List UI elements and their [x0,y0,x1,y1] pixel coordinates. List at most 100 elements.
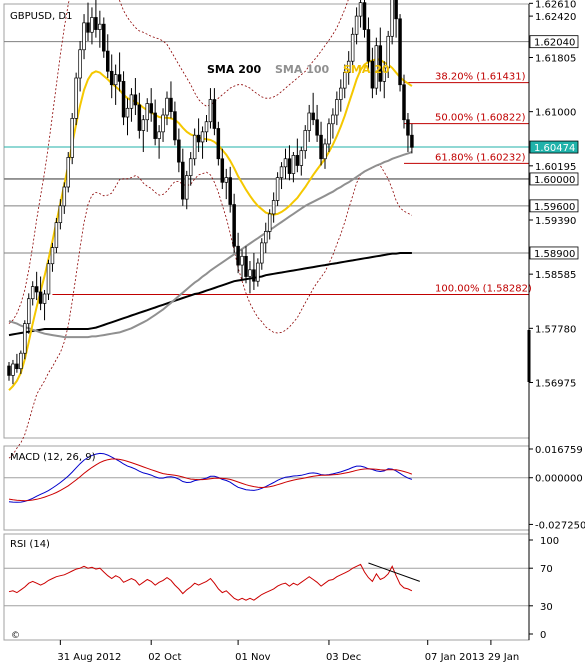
rsi-pane [3,533,530,641]
candle-body-1 [11,363,15,376]
macd-line [8,452,413,503]
candle-body-72 [291,155,296,174]
x-tick-1: 02 Oct [148,652,181,663]
sma200-line [8,252,412,337]
candle-body-69 [279,166,284,178]
x-tick-5: 29 Jan [488,652,519,663]
candle-body-57 [232,204,236,247]
fib-label-2: 50.00% (1.60822) [435,113,526,124]
candle-body-37 [153,112,157,139]
candle-body-12 [54,222,59,248]
candle-body-15 [66,157,70,188]
candle-body-76 [307,112,311,131]
macd-y-tick-2: -0.027250 [535,520,585,531]
candle-body-88 [354,15,359,35]
candle-body-68 [275,177,280,201]
candle-body-63 [256,262,260,282]
rsi-y-tick-1: 70 [540,564,553,575]
candle-body-11 [50,247,55,265]
candle-body-47 [192,134,197,160]
main-y-tick-7: 1.58585 [535,270,576,281]
main-y-tick-6: 1.59390 [535,216,576,227]
rsi-y-tick-2: 30 [540,602,553,613]
candle-body-83 [335,99,339,116]
candle-body-86 [346,60,351,73]
candle-body-54 [220,158,225,183]
macd-pane [3,445,530,531]
x-tick-0: 31 Aug 2012 [57,652,121,663]
fib-label-1: 38.20% (1.61431) [435,72,526,83]
candle-body-66 [267,213,272,232]
candle-body-9 [42,293,47,304]
candle-body-38 [157,131,161,139]
candle-body-93 [374,45,379,89]
candle-body-56 [228,177,232,205]
candle-body-33 [137,104,142,131]
x-tick-3: 03 Dec [326,652,361,663]
candle-body-101 [406,119,410,136]
candle-body-25 [105,50,110,72]
candle-body-17 [74,77,78,119]
candle-body-6 [30,286,35,300]
candle-body-34 [141,119,146,131]
macd-label: MACD (12, 26, 9) [10,452,96,463]
fib-label-3: 61.80% (1.60232) [435,152,526,163]
candle-body-53 [216,128,221,160]
candle-body-51 [208,99,213,123]
candle-body-61 [248,269,252,277]
candle-body-52 [212,99,217,129]
candle-body-29 [121,81,126,118]
x-tick-2: 01 Nov [235,652,271,663]
legend-sma20: SMA 20 [343,63,390,76]
candle-body-65 [264,231,268,244]
candle-body-18 [78,49,82,79]
candle-body-79 [319,134,323,160]
candle-body-36 [149,103,153,114]
candle-body-44 [181,161,185,200]
candle-body-89 [358,2,363,17]
fib-label-4: 100.00% (1.58282) [435,284,532,295]
price-label-2: 1.60000 [534,175,575,186]
candle-body-60 [244,255,248,277]
rsi-y-tick-3: 0 [540,630,546,641]
legend-sma200: SMA 200 [207,63,262,76]
price-label-box-3 [529,199,579,213]
candle-body-85 [343,72,347,89]
candle-body-39 [161,114,165,133]
main-y-tick-2: 1.62610 [535,0,576,10]
candle-body-22 [94,17,98,30]
candle-body-20 [86,22,90,33]
candle-body-91 [366,29,371,62]
candle-body-96 [386,35,390,69]
candle-body-5 [27,298,31,324]
candle-body-84 [339,87,343,100]
rsi-trendline [368,562,420,582]
candle-body-95 [382,67,387,82]
axis-layer: 1.624201.634151.626101.618051.610001.601… [57,0,585,663]
candle-body-67 [271,200,276,215]
candle-body-23 [98,23,102,30]
x-tick-4: 07 Jan 2013 [425,652,485,663]
candle-body-58 [236,245,240,266]
candle-body-71 [287,158,292,174]
candle-body-7 [34,286,39,293]
legend-sma100: SMA 100 [275,63,330,76]
candle-body-43 [177,139,181,163]
main-y-tick-8: 1.57780 [535,324,576,335]
candle-body-97 [390,0,394,37]
candle-body-41 [169,97,173,113]
candle-body-59 [240,255,244,266]
candle-body-94 [378,45,383,82]
candle-body-87 [350,33,355,62]
candle-body-21 [90,17,94,33]
candle-body-64 [260,242,264,264]
candle-body-48 [196,134,201,143]
candle-body-55 [224,177,229,183]
candle-body-0 [7,365,11,376]
candle-body-102 [410,134,414,148]
price-label-box-2 [529,172,579,186]
candle-body-16 [70,118,74,158]
macd-signal-line [8,458,413,502]
candle-body-80 [323,143,327,160]
